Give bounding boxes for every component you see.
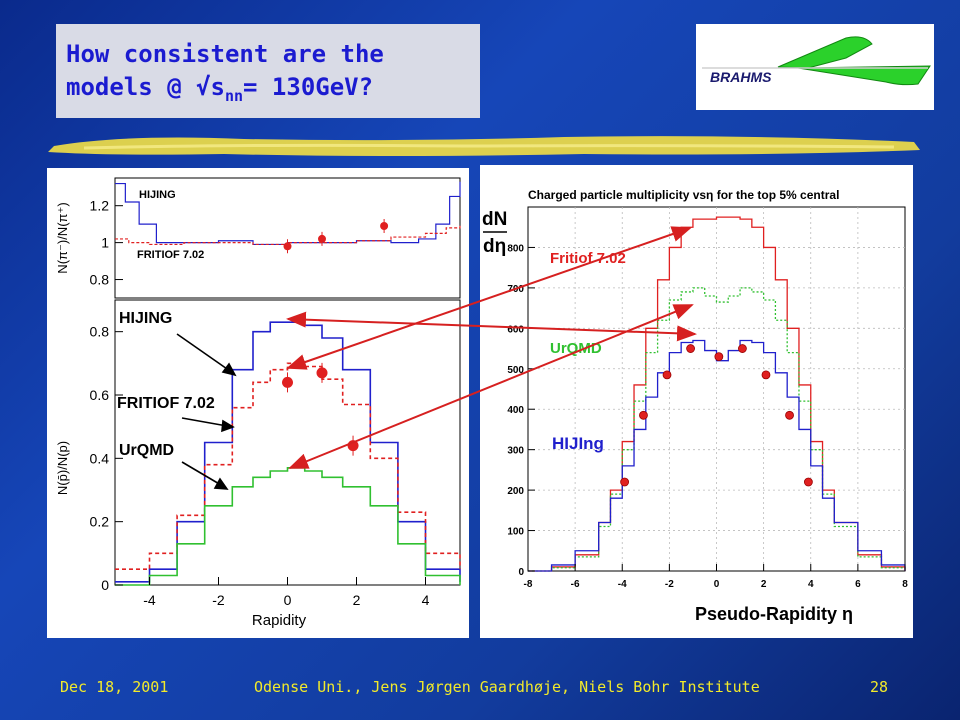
footer-page-number: 28: [870, 678, 889, 696]
brush-stroke-divider: [48, 136, 920, 156]
right-data-point-0: [620, 477, 630, 487]
top-ylabel: N(π⁻)/N(π⁺): [55, 202, 70, 273]
right-data-point-2: [662, 370, 672, 380]
bottom-xtick-2: 0: [284, 592, 292, 608]
bottom-label-hijing: HIJING: [119, 310, 172, 327]
bottom-series-2: [115, 467, 461, 586]
right-figure-panel: Charged particle multiplicity vsη for th…: [480, 165, 913, 638]
right-xlabel: Pseudo-Rapidity η: [695, 604, 853, 624]
left-figure-panel: 1.2 1 0.8 0 0.2 0.4 0.6 0.8 -4 -2 0 2 4 HIJING FRITI…: [47, 168, 469, 638]
bottom-ylabel: N(p̄)/N(p): [55, 441, 70, 495]
bottom-xlabel: Rapidity: [252, 612, 307, 629]
right-data-point-6: [761, 370, 771, 380]
right-ylabel-top: dN: [482, 209, 507, 230]
bottom-ytick-2: 0.4: [90, 450, 110, 466]
top-label-hijing: HIJING: [139, 189, 176, 201]
left-charts-svg: 1.2 1 0.8 0 0.2 0.4 0.6 0.8 -4 -2 0 2 4 HIJING FRITI…: [55, 177, 461, 629]
right-chart-svg: Charged particle multiplicity vsη for th…: [482, 188, 908, 624]
right-series-1: [528, 287, 906, 572]
footer-date: Dec 18, 2001: [60, 678, 169, 696]
bottom-xtick-0: -4: [143, 592, 156, 608]
right-ytick-8: 800: [507, 243, 524, 254]
bottom-ytick-1: 0.2: [90, 514, 110, 530]
bottom-ytick-0: 0: [101, 577, 109, 593]
right-xtick-8: 8: [902, 579, 908, 590]
bottom-ytick-3: 0.6: [90, 387, 110, 403]
bottom-ytick-4: 0.8: [90, 324, 110, 340]
bottom-xtick-1: -2: [212, 592, 225, 608]
right-ytick-5: 500: [507, 365, 524, 376]
right-xtick-6: 4: [808, 579, 814, 590]
bottom-xtick-4: 4: [422, 592, 430, 608]
right-ytick-4: 400: [507, 405, 524, 416]
right-ytick-1: 100: [507, 527, 524, 538]
right-xtick-3: -2: [665, 579, 674, 590]
title-line-1: How consistent are the: [66, 40, 384, 68]
right-ytick-2: 200: [507, 486, 524, 497]
right-data-point-3: [686, 344, 695, 353]
top-ytick-1: 1: [101, 235, 109, 251]
right-xtick-7: 6: [855, 579, 861, 590]
right-label-urqmd: UrQMD: [550, 340, 602, 357]
top-ytick-2: 0.8: [90, 272, 110, 288]
right-xtick-2: -4: [618, 579, 627, 590]
slide-title: How consistent are the models @ √snn= 13…: [56, 24, 480, 118]
right-ytick-3: 300: [507, 446, 524, 457]
right-series-2: [528, 339, 906, 572]
right-data-point-8: [803, 477, 813, 487]
right-xtick-0: -8: [524, 579, 533, 590]
right-label-hijing: HIJIng: [552, 434, 604, 453]
brahms-logo: BRAHMS: [696, 24, 934, 110]
bottom-label-urqmd: UrQMD: [119, 442, 174, 459]
title-line-2: models @ √snn= 130GeV?: [66, 73, 374, 105]
logo-text: BRAHMS: [710, 69, 772, 85]
top-label-fritiof: FRITIOF 7.02: [137, 249, 204, 261]
footer-author: Odense Uni., Jens Jørgen Gaardhøje, Niel…: [254, 678, 760, 696]
top-ytick-0: 1.2: [90, 198, 110, 214]
right-ytick-0: 0: [518, 567, 524, 578]
right-chart-title: Charged particle multiplicity vsη for th…: [528, 188, 839, 202]
bottom-label-fritiof: FRITIOF 7.02: [117, 395, 215, 412]
right-data-point-5: [738, 344, 747, 353]
right-xtick-1: -6: [571, 579, 580, 590]
right-xtick-4: 0: [714, 579, 720, 590]
right-ytick-6: 600: [507, 324, 524, 335]
right-ytick-7: 700: [507, 284, 524, 295]
right-label-fritiof: Fritiof 7.02: [550, 250, 626, 267]
right-xtick-5: 2: [761, 579, 767, 590]
right-data-point-4: [714, 352, 724, 362]
right-data-point-1: [639, 410, 648, 420]
bottom-xtick-3: 2: [353, 592, 361, 608]
right-ylabel-bottom: dη: [483, 236, 506, 257]
right-data-point-7: [785, 410, 794, 420]
